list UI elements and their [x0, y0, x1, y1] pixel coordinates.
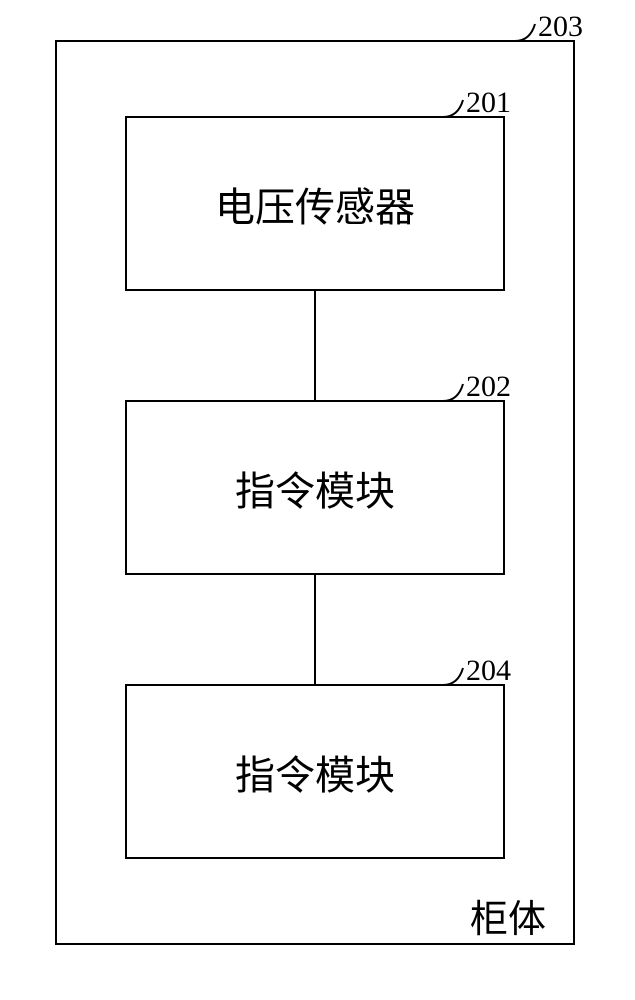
instruction-module-2-leader-line: [397, 684, 443, 686]
cabinet-leader-curve: [513, 22, 537, 43]
cabinet-leader-line: [468, 40, 515, 42]
instruction-module-2-label: 指令模块: [235, 743, 395, 801]
instruction-module-2-leader-curve: [441, 666, 465, 687]
instruction-module-1-leader-line: [397, 400, 443, 402]
instruction-module-1-leader-curve: [441, 382, 465, 403]
instruction-module-1-label: 指令模块: [235, 459, 395, 517]
diagram-canvas: 柜体 203 电压传感器 201 指令模块 202 指令模块 204: [0, 0, 635, 1000]
voltage-sensor-leader-curve: [441, 98, 465, 119]
connector-module1-to-module2: [314, 575, 316, 684]
instruction-module-1-ref-number: 202: [466, 370, 511, 404]
voltage-sensor-leader-line: [397, 116, 443, 118]
cabinet-label: 柜体: [470, 888, 546, 943]
instruction-module-2-ref-number: 204: [466, 654, 511, 688]
cabinet-ref-number: 203: [538, 10, 583, 44]
voltage-sensor-block: 电压传感器: [125, 116, 505, 291]
instruction-module-2-block: 指令模块: [125, 684, 505, 859]
voltage-sensor-ref-number: 201: [466, 86, 511, 120]
connector-sensor-to-module1: [314, 291, 316, 400]
instruction-module-1-block: 指令模块: [125, 400, 505, 575]
voltage-sensor-label: 电压传感器: [215, 175, 415, 233]
